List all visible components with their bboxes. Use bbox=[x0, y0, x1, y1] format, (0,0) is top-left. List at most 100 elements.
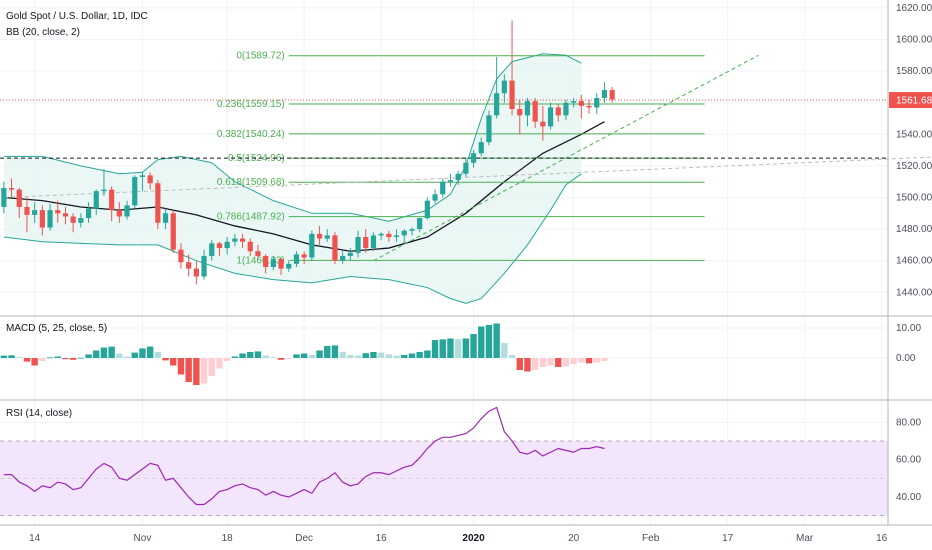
candle-2019-10-11[interactable] bbox=[24, 197, 30, 233]
candle-2019-11-29[interactable] bbox=[293, 251, 300, 268]
candle-2019-11-19[interactable] bbox=[232, 233, 238, 247]
candle-body bbox=[232, 238, 238, 242]
candle-2020-01-13[interactable] bbox=[532, 97, 538, 128]
candle-2019-10-14[interactable] bbox=[32, 202, 38, 223]
candle-2019-10-30[interactable] bbox=[124, 200, 130, 220]
candle-2020-01-24[interactable] bbox=[601, 82, 608, 103]
candle-body bbox=[78, 218, 84, 223]
candle-2020-01-06[interactable] bbox=[494, 56, 500, 119]
candle-2020-01-07[interactable] bbox=[501, 74, 507, 103]
candle-2019-10-09[interactable] bbox=[8, 178, 15, 198]
candle-2019-12-16[interactable] bbox=[378, 232, 384, 241]
candle-2019-12-04[interactable] bbox=[316, 225, 323, 245]
candle-body bbox=[363, 237, 369, 249]
candle-2019-10-15[interactable] bbox=[39, 205, 45, 236]
candle-2019-11-06[interactable] bbox=[162, 208, 169, 230]
candle-2019-11-15[interactable] bbox=[216, 241, 223, 256]
candle-2019-10-29[interactable] bbox=[116, 202, 122, 223]
macd-bar-6 bbox=[46, 357, 54, 359]
rsi-pane[interactable] bbox=[0, 406, 888, 517]
candle-2020-01-01[interactable] bbox=[470, 150, 477, 168]
candle-2019-10-08[interactable] bbox=[1, 181, 7, 214]
macd-bar-54 bbox=[416, 352, 423, 358]
x-tick-label-7: Feb bbox=[642, 533, 660, 544]
candle-body bbox=[586, 105, 592, 108]
candle-2020-01-15[interactable] bbox=[547, 102, 554, 130]
candle-2020-01-09[interactable] bbox=[517, 99, 523, 135]
candle-2020-01-22[interactable] bbox=[586, 99, 592, 114]
candle-2020-01-14[interactable] bbox=[540, 105, 546, 141]
candle-2019-12-02[interactable] bbox=[301, 251, 307, 264]
candle-2019-11-14[interactable] bbox=[209, 240, 215, 261]
candle-2019-10-31[interactable] bbox=[132, 175, 138, 209]
candle-2020-01-02[interactable] bbox=[478, 137, 484, 157]
candle-2020-01-08[interactable] bbox=[509, 20, 515, 116]
candle-2019-12-24[interactable] bbox=[424, 197, 430, 220]
candle-2019-12-11[interactable] bbox=[355, 230, 361, 258]
candle-2019-12-17[interactable] bbox=[386, 230, 392, 242]
candle-2019-11-28[interactable] bbox=[286, 260, 292, 272]
candle-2019-12-06[interactable] bbox=[332, 232, 338, 264]
candle-2019-10-18[interactable] bbox=[62, 206, 69, 225]
candle-body bbox=[440, 181, 446, 195]
candle-2019-10-23[interactable] bbox=[85, 202, 92, 223]
candle-2019-11-01[interactable] bbox=[139, 172, 146, 192]
candle-2019-12-19[interactable] bbox=[401, 229, 407, 244]
candle-2019-11-21[interactable] bbox=[247, 238, 253, 256]
candle-2020-01-16[interactable] bbox=[555, 104, 561, 122]
candle-2019-12-13[interactable] bbox=[370, 232, 377, 252]
macd-bar-41 bbox=[316, 350, 323, 358]
candle-2019-12-18[interactable] bbox=[393, 229, 400, 242]
candle-2020-01-23[interactable] bbox=[594, 93, 600, 114]
candle-2019-11-27[interactable] bbox=[278, 257, 284, 275]
candle-2019-11-04[interactable] bbox=[147, 172, 153, 190]
candle-2019-12-27[interactable] bbox=[447, 173, 454, 187]
macd-bar-55 bbox=[424, 350, 431, 358]
macd-pane[interactable] bbox=[0, 323, 608, 386]
candle-2019-12-09[interactable] bbox=[340, 251, 346, 264]
candle-2019-11-18[interactable] bbox=[224, 237, 230, 255]
candle-2019-11-08[interactable] bbox=[178, 243, 184, 269]
candle-2019-10-22[interactable] bbox=[78, 213, 84, 228]
candle-2020-01-21[interactable] bbox=[578, 94, 584, 119]
macd-bar-76 bbox=[585, 358, 593, 364]
candle-2019-12-05[interactable] bbox=[324, 229, 330, 242]
candle-2020-01-27[interactable] bbox=[609, 86, 615, 103]
current-price-badge bbox=[889, 92, 932, 109]
macd-bar-2 bbox=[16, 357, 23, 358]
candle-2019-12-23[interactable] bbox=[417, 218, 423, 233]
candle-2019-12-30[interactable] bbox=[455, 170, 461, 185]
price-pane[interactable]: 0(1589.72) 0.236(1559.15) 0.382(1540.24) 0.… bbox=[0, 20, 932, 304]
candle-2020-01-17[interactable] bbox=[563, 99, 569, 121]
candle-2019-12-31[interactable] bbox=[463, 158, 469, 177]
candle-2019-12-25[interactable] bbox=[432, 189, 438, 204]
candle-2020-01-20[interactable] bbox=[571, 97, 577, 108]
candle-2019-11-05[interactable] bbox=[155, 180, 161, 230]
candle-2019-11-11[interactable] bbox=[186, 254, 192, 277]
candle-2019-12-10[interactable] bbox=[347, 248, 353, 261]
candle-2019-11-26[interactable] bbox=[270, 255, 276, 271]
candle-2019-12-26[interactable] bbox=[440, 178, 446, 198]
candle-body bbox=[324, 235, 330, 239]
candle-2020-01-10[interactable] bbox=[524, 97, 531, 127]
candle-2019-11-22[interactable] bbox=[255, 244, 261, 260]
candle-2019-10-24[interactable] bbox=[93, 189, 99, 215]
candle-2019-10-16[interactable] bbox=[47, 203, 53, 231]
candle-2019-12-12[interactable] bbox=[363, 229, 369, 253]
candle-2019-10-25[interactable] bbox=[101, 169, 107, 196]
candle-2019-10-21[interactable] bbox=[70, 213, 76, 233]
candle-2019-12-03[interactable] bbox=[309, 230, 315, 261]
candle-body bbox=[193, 268, 199, 277]
candle-2019-10-28[interactable] bbox=[109, 186, 115, 222]
candle-2019-11-20[interactable] bbox=[239, 233, 246, 249]
candle-2019-11-07[interactable] bbox=[170, 210, 176, 253]
candle-2019-11-13[interactable] bbox=[201, 249, 207, 280]
candle-2019-11-25[interactable] bbox=[263, 254, 269, 274]
candle-2019-12-20[interactable] bbox=[409, 227, 415, 236]
candle-2020-01-03[interactable] bbox=[486, 110, 492, 146]
candle-2019-10-17[interactable] bbox=[55, 200, 61, 223]
macd-bar-47 bbox=[362, 353, 369, 358]
candle-2019-11-12[interactable] bbox=[193, 260, 199, 285]
candle-2019-10-10[interactable] bbox=[16, 188, 22, 219]
